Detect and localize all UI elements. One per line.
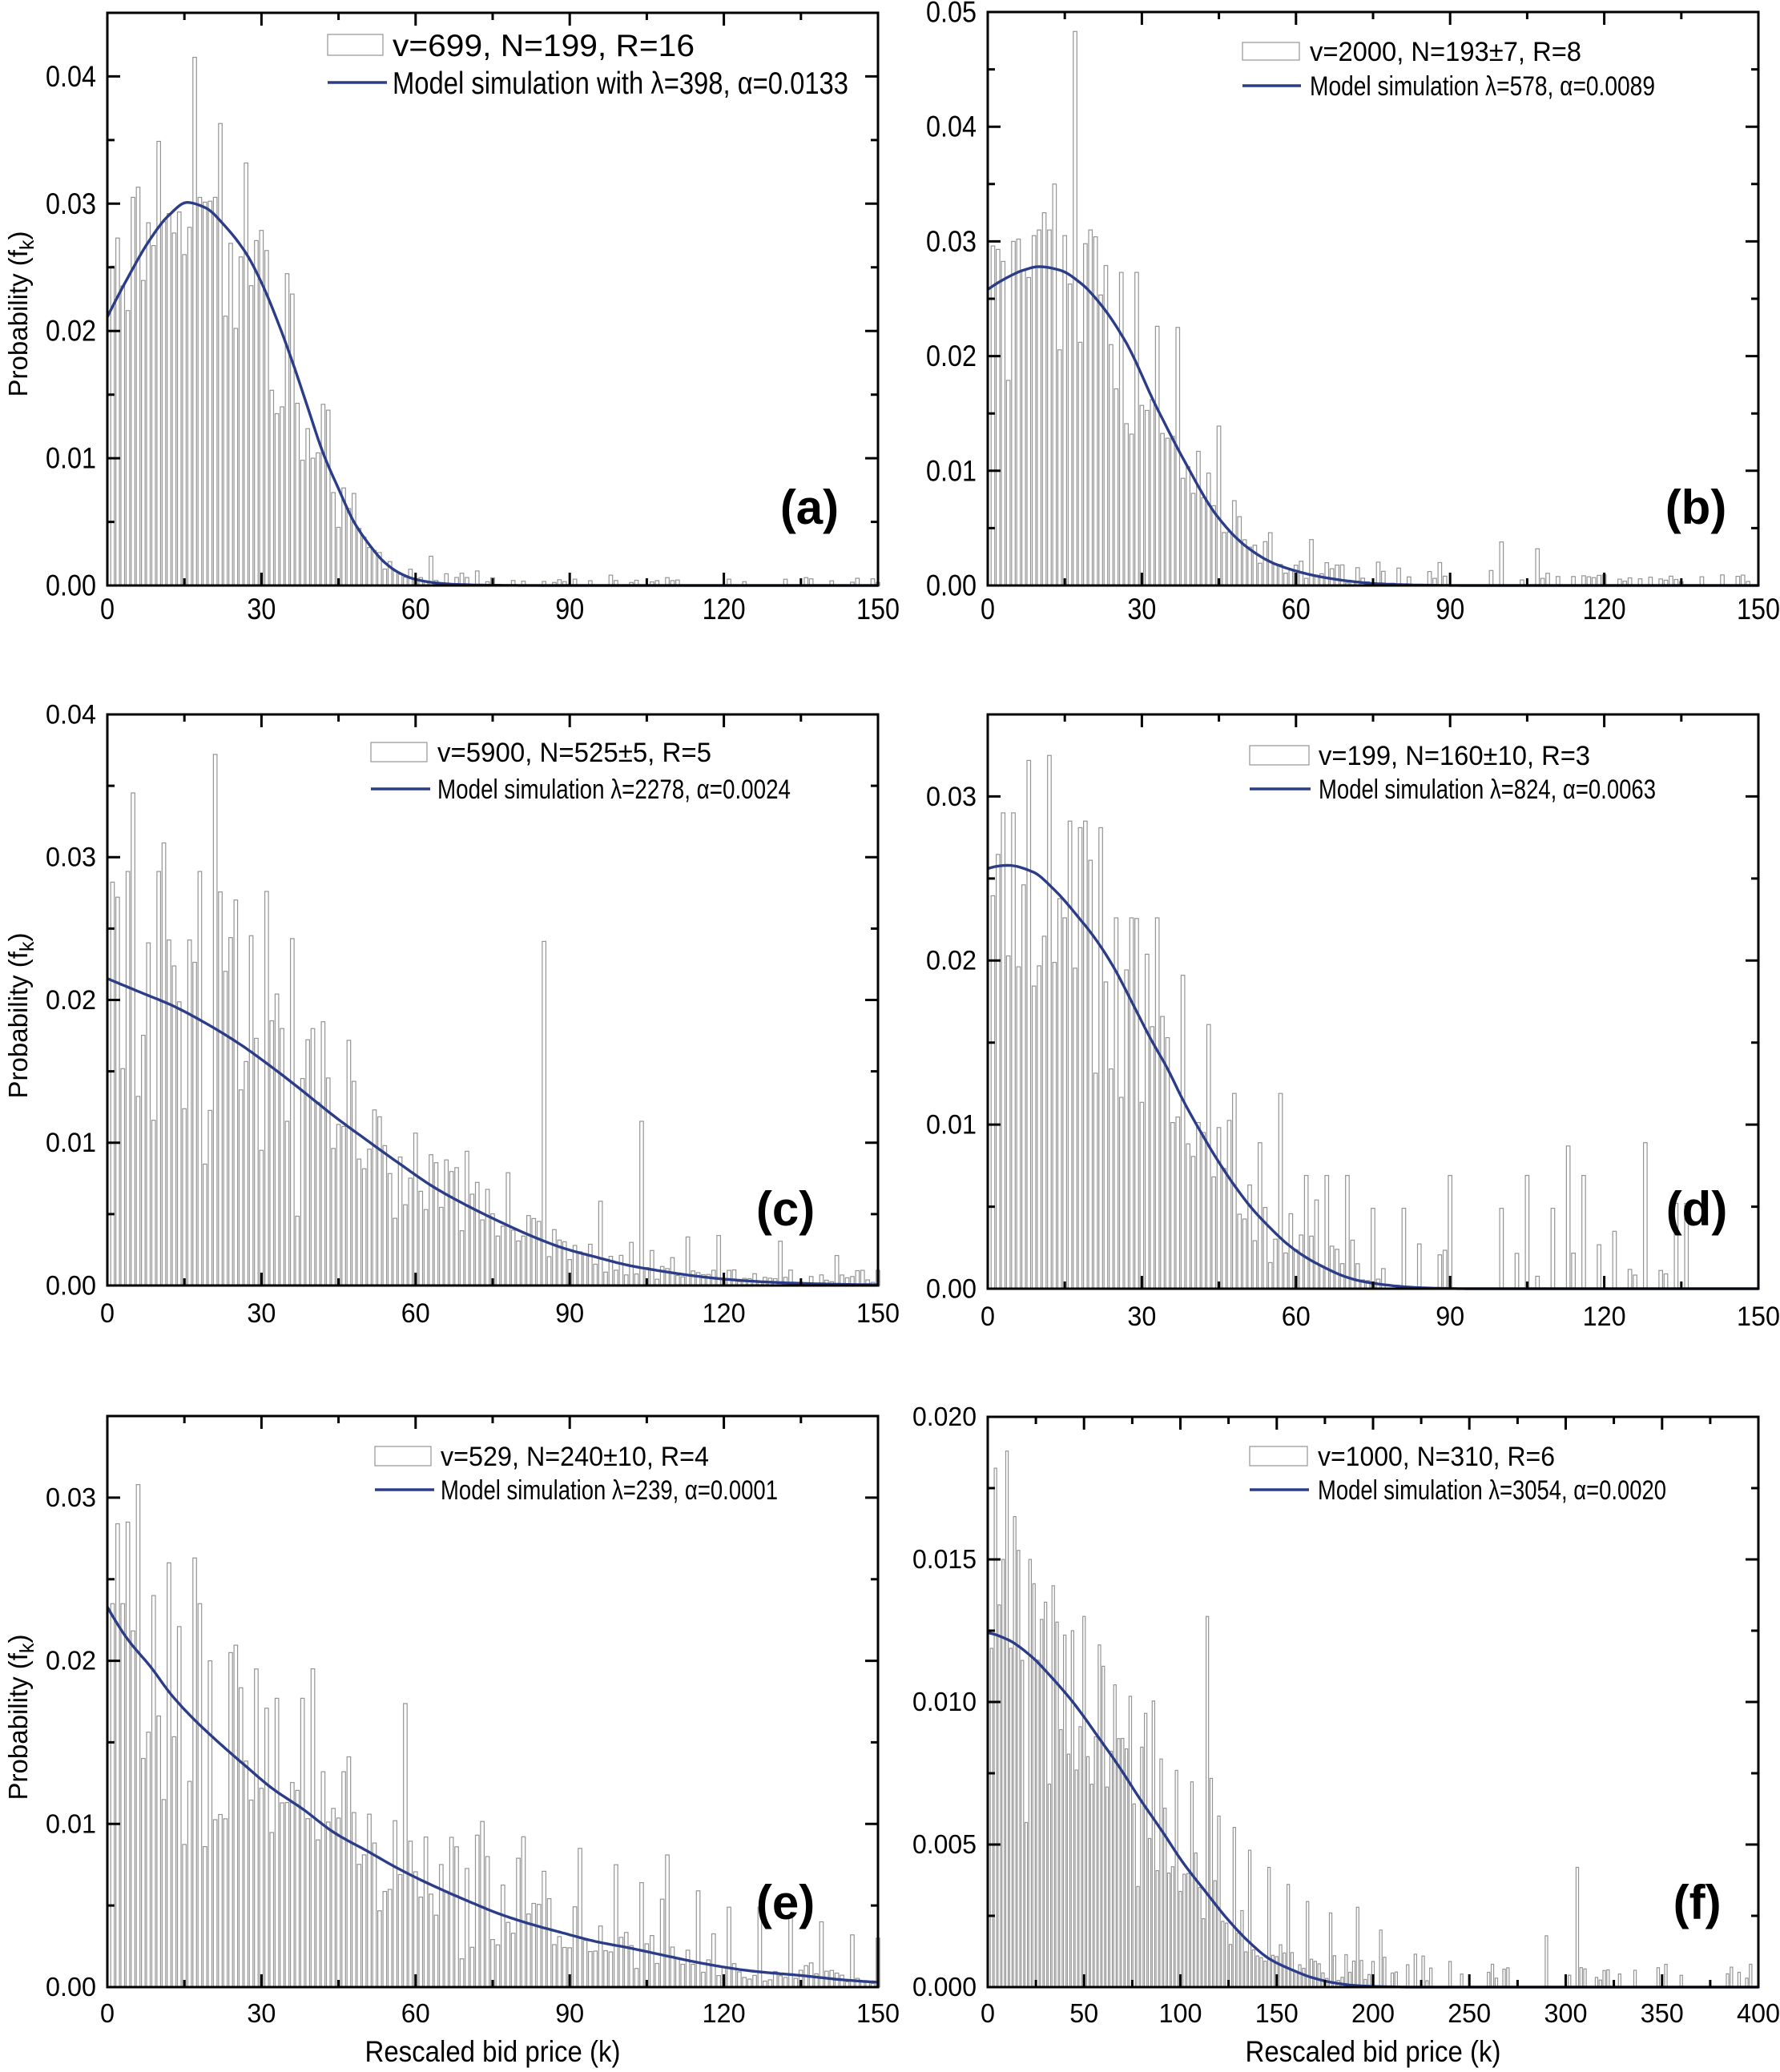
svg-text:0.03: 0.03 [46, 843, 96, 873]
svg-text:Model simulation λ=239, α=0.00: Model simulation λ=239, α=0.0001 [441, 1475, 778, 1506]
svg-text:0.04: 0.04 [46, 60, 96, 93]
svg-text:0.015: 0.015 [912, 1544, 977, 1574]
svg-text:0.03: 0.03 [926, 782, 977, 812]
svg-text:350: 350 [1641, 1998, 1684, 2028]
svg-text:v=529, N=240±10, R=4: v=529, N=240±10, R=4 [441, 1442, 709, 1472]
svg-text:0.03: 0.03 [926, 225, 977, 258]
svg-text:120: 120 [1583, 593, 1626, 626]
svg-text:0: 0 [100, 1298, 115, 1329]
svg-text:0.01: 0.01 [46, 1128, 96, 1158]
svg-text:(a): (a) [780, 481, 839, 534]
svg-text:0.04: 0.04 [46, 699, 96, 730]
svg-text:100: 100 [1159, 1998, 1202, 2028]
svg-text:0.00: 0.00 [926, 1273, 977, 1304]
svg-text:0: 0 [981, 1998, 995, 2028]
svg-text:300: 300 [1544, 1998, 1588, 2028]
svg-text:150: 150 [1737, 593, 1780, 626]
svg-text:400: 400 [1737, 1998, 1780, 2028]
svg-text:0.00: 0.00 [926, 569, 977, 602]
svg-text:0: 0 [981, 593, 995, 626]
svg-text:Model simulation λ=578, α=0.00: Model simulation λ=578, α=0.0089 [1310, 71, 1655, 102]
svg-text:(b): (b) [1665, 481, 1727, 534]
svg-text:Model simulation λ=824, α=0.00: Model simulation λ=824, α=0.0063 [1319, 774, 1656, 805]
svg-text:0.00: 0.00 [46, 1270, 96, 1301]
svg-text:150: 150 [1737, 1302, 1780, 1332]
svg-text:0.00: 0.00 [46, 569, 96, 602]
svg-text:0.01: 0.01 [46, 1808, 96, 1838]
svg-text:Rescaled bid price (k): Rescaled bid price (k) [1246, 2035, 1501, 2068]
svg-text:0.03: 0.03 [46, 187, 96, 220]
svg-text:0: 0 [981, 1302, 995, 1332]
svg-text:Probability (fk): Probability (fk) [3, 1635, 38, 1800]
svg-text:0.02: 0.02 [46, 315, 96, 348]
svg-text:0.000: 0.000 [912, 1972, 977, 2002]
svg-text:60: 60 [1282, 1302, 1311, 1332]
svg-text:30: 30 [1127, 1302, 1156, 1332]
svg-text:0.020: 0.020 [912, 1402, 977, 1431]
svg-text:90: 90 [1436, 1302, 1464, 1332]
svg-text:0.01: 0.01 [926, 1110, 977, 1141]
svg-text:v=199, N=160±10, R=3: v=199, N=160±10, R=3 [1319, 741, 1590, 771]
svg-text:90: 90 [1436, 593, 1464, 626]
svg-text:Model simulation λ=2278, α=0.0: Model simulation λ=2278, α=0.0024 [437, 774, 791, 805]
svg-text:(e): (e) [756, 1876, 815, 1929]
svg-text:v=2000, N=193±7, R=8: v=2000, N=193±7, R=8 [1310, 37, 1581, 67]
svg-text:Model simulation λ=3054, α=0.0: Model simulation λ=3054, α=0.0020 [1318, 1475, 1666, 1506]
svg-text:120: 120 [703, 593, 746, 626]
svg-text:150: 150 [856, 1998, 900, 2028]
svg-text:120: 120 [703, 1298, 746, 1329]
svg-text:90: 90 [555, 1998, 584, 2028]
svg-text:50: 50 [1069, 1998, 1098, 2028]
svg-text:(d): (d) [1666, 1182, 1728, 1236]
svg-text:60: 60 [401, 1298, 430, 1329]
svg-text:(c): (c) [756, 1182, 815, 1236]
svg-text:30: 30 [247, 593, 276, 626]
svg-text:0.02: 0.02 [46, 985, 96, 1016]
svg-text:30: 30 [247, 1298, 276, 1329]
svg-text:150: 150 [856, 593, 900, 626]
svg-text:Rescaled bid price (k): Rescaled bid price (k) [365, 2035, 621, 2068]
svg-text:30: 30 [247, 1998, 276, 2028]
svg-text:(f): (f) [1673, 1876, 1722, 1929]
svg-text:60: 60 [401, 1998, 430, 2028]
svg-text:0.03: 0.03 [46, 1483, 96, 1512]
svg-text:90: 90 [555, 593, 584, 626]
svg-text:60: 60 [401, 593, 430, 626]
svg-text:120: 120 [1583, 1302, 1626, 1332]
svg-text:90: 90 [555, 1298, 584, 1329]
svg-text:0.005: 0.005 [912, 1829, 977, 1859]
svg-text:0.02: 0.02 [926, 946, 977, 976]
svg-text:v=5900, N=525±5, R=5: v=5900, N=525±5, R=5 [437, 738, 711, 768]
svg-text:Probability (fk): Probability (fk) [3, 231, 38, 397]
svg-text:Model simulation with λ=398, α: Model simulation with λ=398, α=0.0133 [393, 66, 848, 101]
svg-text:0.02: 0.02 [46, 1646, 96, 1676]
svg-text:250: 250 [1448, 1998, 1491, 2028]
svg-text:150: 150 [1255, 1998, 1299, 2028]
svg-text:0: 0 [100, 1998, 115, 2028]
svg-text:v=1000, N=310, R=6: v=1000, N=310, R=6 [1318, 1442, 1555, 1472]
svg-text:0.00: 0.00 [46, 1972, 96, 2002]
svg-text:Probability (fk): Probability (fk) [3, 933, 38, 1099]
svg-text:200: 200 [1351, 1998, 1395, 2028]
svg-text:0.01: 0.01 [46, 442, 96, 475]
svg-text:0.04: 0.04 [926, 111, 977, 143]
svg-text:v=699, N=199, R=16: v=699, N=199, R=16 [393, 29, 695, 63]
svg-text:120: 120 [703, 1998, 746, 2028]
svg-text:0.01: 0.01 [926, 454, 977, 487]
svg-text:0.05: 0.05 [926, 0, 977, 29]
svg-text:0.010: 0.010 [912, 1687, 977, 1716]
svg-text:30: 30 [1127, 593, 1156, 626]
svg-text:60: 60 [1282, 593, 1311, 626]
svg-text:150: 150 [856, 1298, 900, 1329]
svg-text:0: 0 [100, 593, 115, 626]
svg-text:0.02: 0.02 [926, 340, 977, 372]
